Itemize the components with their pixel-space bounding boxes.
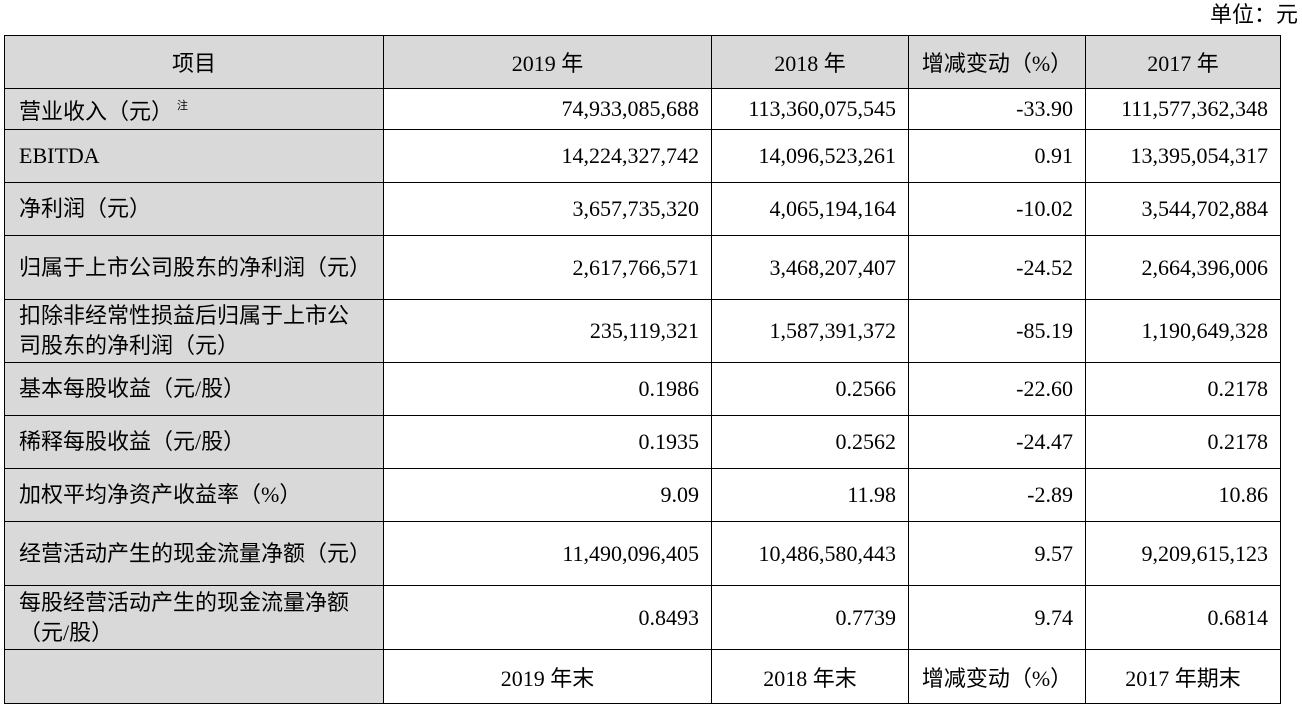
unit-label: 单位：元 <box>1209 2 1298 27</box>
value-change: -2.89 <box>908 468 1086 522</box>
value-2018: 14,096,523,261 <box>711 129 909 183</box>
value-2017: 9,209,615,123 <box>1085 521 1281 586</box>
value-2019: 9.09 <box>383 468 712 522</box>
value-2019: 235,119,321 <box>383 299 712 363</box>
value-2019: 3,657,735,320 <box>383 182 712 236</box>
footer-row: 2019 年末 2018 年末 增减变动（%） 2017 年期末 <box>4 649 1281 704</box>
row-label-text: 经营活动产生的现金流量净额（元） <box>19 540 372 566</box>
row-label: 基本每股收益（元/股） <box>4 362 384 416</box>
footer-change: 增减变动（%） <box>908 649 1086 704</box>
value-2018: 10,486,580,443 <box>711 521 909 586</box>
row-label: 稀释每股收益（元/股） <box>4 415 384 469</box>
table-row: 扣除非经常性损益后归属于上市公司股东的净利润（元） 235,119,321 1,58… <box>4 299 1281 363</box>
value-2018: 0.2562 <box>711 415 909 469</box>
financial-summary-table: 项目 2019 年 2018 年 增减变动（%） 2017 年 营业收入（元）注… <box>4 35 1281 704</box>
value-2017: 13,395,054,317 <box>1085 129 1281 183</box>
row-label-text: 归属于上市公司股东的净利润（元） <box>19 254 372 280</box>
header-row: 项目 2019 年 2018 年 增减变动（%） 2017 年 <box>4 35 1281 89</box>
row-label-text: 稀释每股收益（元/股） <box>19 429 246 454</box>
table-row: 归属于上市公司股东的净利润（元） 2,617,766,571 3,468,207,4… <box>4 235 1281 300</box>
value-change: -22.60 <box>908 362 1086 416</box>
value-2018: 4,065,194,164 <box>711 182 909 236</box>
footer-2017: 2017 年期末 <box>1085 649 1281 704</box>
value-change: 0.91 <box>908 129 1086 183</box>
value-2017: 1,190,649,328 <box>1085 299 1281 363</box>
value-change: -33.90 <box>908 88 1086 130</box>
value-2017: 0.6814 <box>1085 585 1281 650</box>
row-label: 扣除非经常性损益后归属于上市公司股东的净利润（元） <box>4 299 384 363</box>
row-label: 经营活动产生的现金流量净额（元） <box>4 521 384 586</box>
value-2019: 0.8493 <box>383 585 712 650</box>
value-2019: 11,490,096,405 <box>383 521 712 586</box>
value-change: -24.52 <box>908 235 1086 300</box>
value-2019: 0.1986 <box>383 362 712 416</box>
footer-2019: 2019 年末 <box>383 649 712 704</box>
value-change: -10.02 <box>908 182 1086 236</box>
value-2018: 0.2566 <box>711 362 909 416</box>
header-item: 项目 <box>4 35 384 89</box>
row-label: EBITDA <box>4 129 384 183</box>
header-2017: 2017 年 <box>1085 35 1281 89</box>
value-2017: 0.2178 <box>1085 415 1281 469</box>
row-label-text: EBITDA <box>19 143 100 168</box>
row-label: 净利润（元） <box>4 182 384 236</box>
header-2018: 2018 年 <box>711 35 909 89</box>
header-2019: 2019 年 <box>383 35 712 89</box>
footer-blank-cell <box>4 649 384 704</box>
row-label: 每股经营活动产生的现金流量净额（元/股） <box>4 585 384 650</box>
table-row: 加权平均净资产收益率（%） 9.09 11.98 -2.89 10.86 <box>4 468 1281 522</box>
value-2017: 2,664,396,006 <box>1085 235 1281 300</box>
table-row: 稀释每股收益（元/股） 0.1935 0.2562 -24.47 0.2178 <box>4 415 1281 469</box>
row-label-text: 加权平均净资产收益率（%） <box>19 482 302 507</box>
row-label-text: 基本每股收益（元/股） <box>19 376 246 401</box>
row-label: 归属于上市公司股东的净利润（元） <box>4 235 384 300</box>
table-row: 净利润（元） 3,657,735,320 4,065,194,164 -10.02 3,… <box>4 182 1281 236</box>
value-change: 9.74 <box>908 585 1086 650</box>
value-2017: 3,544,702,884 <box>1085 182 1281 236</box>
value-2019: 74,933,085,688 <box>383 88 712 130</box>
row-label-text: 每股经营活动产生的现金流量净额（元/股） <box>19 589 350 645</box>
value-2019: 0.1935 <box>383 415 712 469</box>
value-2018: 0.7739 <box>711 585 909 650</box>
table-row: 基本每股收益（元/股） 0.1986 0.2566 -22.60 0.2178 <box>4 362 1281 416</box>
row-label: 营业收入（元）注 <box>4 88 384 130</box>
row-label-text: 净利润（元） <box>19 196 152 221</box>
value-2017: 0.2178 <box>1085 362 1281 416</box>
table-row: 营业收入（元）注 74,933,085,688 113,360,075,545 -33… <box>4 88 1281 130</box>
footnote-marker: 注 <box>177 100 189 112</box>
value-change: 9.57 <box>908 521 1086 586</box>
table-row: EBITDA 14,224,327,742 14,096,523,261 0.91 13… <box>4 129 1281 183</box>
row-label-text: 营业收入（元） <box>19 99 174 124</box>
value-change: -85.19 <box>908 299 1086 363</box>
value-2018: 113,360,075,545 <box>711 88 909 130</box>
value-2019: 14,224,327,742 <box>383 129 712 183</box>
value-2017: 10.86 <box>1085 468 1281 522</box>
value-2019: 2,617,766,571 <box>383 235 712 300</box>
row-label-text: 扣除非经常性损益后归属于上市公司股东的净利润（元） <box>19 303 350 358</box>
value-2017: 111,577,362,348 <box>1085 88 1281 130</box>
value-2018: 11.98 <box>711 468 909 522</box>
header-change: 增减变动（%） <box>908 35 1086 89</box>
table-row: 每股经营活动产生的现金流量净额（元/股） 0.8493 0.7739 9.74 0.68… <box>4 585 1281 650</box>
value-2018: 1,587,391,372 <box>711 299 909 363</box>
value-2018: 3,468,207,407 <box>711 235 909 300</box>
value-change: -24.47 <box>908 415 1086 469</box>
row-label: 加权平均净资产收益率（%） <box>4 468 384 522</box>
table-row: 经营活动产生的现金流量净额（元） 11,490,096,405 10,486,580… <box>4 521 1281 586</box>
footer-2018: 2018 年末 <box>711 649 909 704</box>
